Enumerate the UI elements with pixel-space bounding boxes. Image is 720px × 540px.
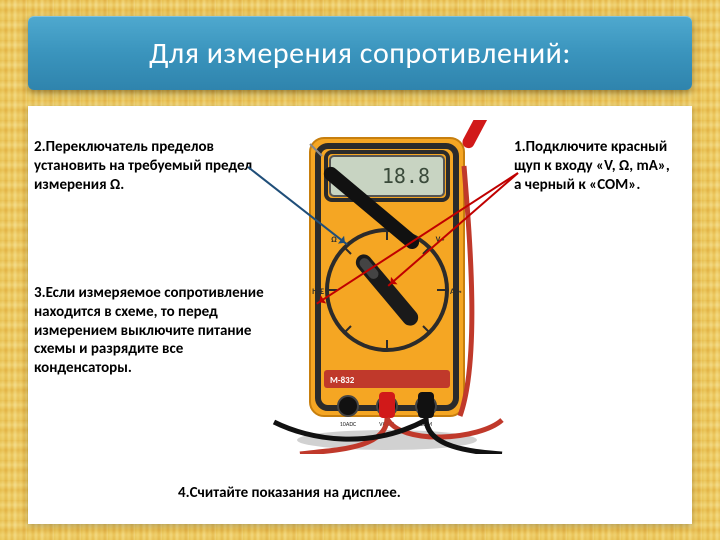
content-area: 1.Подключите красный щуп к входу «V, Ω, … (28, 106, 692, 524)
svg-text:M-832: M-832 (330, 375, 355, 386)
step-4-text: 4.Считайте показания на дисплее. (178, 484, 558, 503)
slide: Для измерения сопротивлений: 1.Подключит… (0, 0, 720, 540)
slide-title: Для измерения сопротивлений: (149, 35, 571, 72)
step-3-text: 3.Если измеряемое сопротивление находитс… (34, 284, 280, 378)
title-bar: Для измерения сопротивлений: (28, 16, 692, 90)
svg-text:10ADC: 10ADC (340, 420, 357, 428)
svg-text:18.8: 18.8 (382, 164, 430, 188)
step-1-text: 1.Подключите красный щуп к входу «V, Ω, … (514, 138, 678, 194)
svg-text:A⎓: A⎓ (450, 287, 462, 297)
step-2-text: 2.Переключатель пределов установить на т… (34, 138, 274, 194)
